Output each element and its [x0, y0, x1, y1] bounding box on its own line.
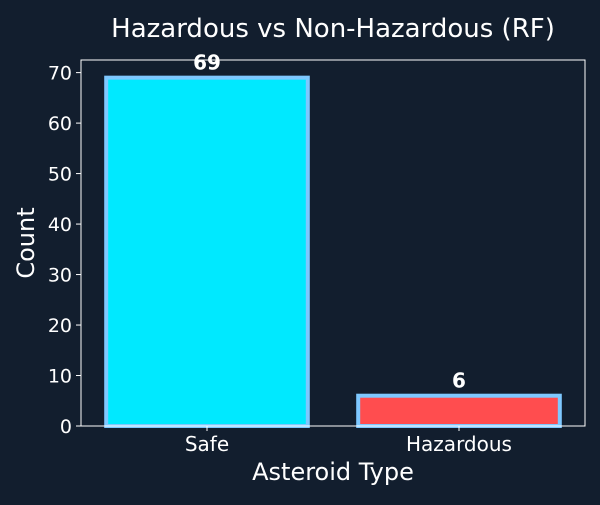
y-tick-label: 20	[48, 315, 72, 337]
data-label-safe: 69	[193, 51, 221, 75]
bars-layer	[104, 75, 562, 429]
x-axis-ticks: Safe Hazardous	[185, 426, 512, 456]
y-axis-label: Count	[12, 207, 40, 278]
bar-hazardous	[356, 393, 562, 429]
x-tick-label-safe: Safe	[185, 432, 229, 456]
y-axis-ticks: 0 10 20 30 40 50 60 70	[48, 63, 81, 438]
bar-safe	[104, 75, 310, 428]
data-labels-layer: 69 6	[193, 51, 466, 393]
y-tick-label: 30	[48, 265, 72, 287]
chart-title: Hazardous vs Non-Hazardous (RF)	[111, 14, 555, 44]
y-tick-label: 50	[48, 164, 72, 186]
y-tick-label: 70	[48, 63, 72, 85]
y-tick-label: 10	[48, 366, 72, 388]
y-tick-label: 40	[48, 214, 72, 236]
plot-frame	[80, 59, 586, 427]
y-tick-label: 60	[48, 113, 72, 135]
x-axis-label: Asteroid Type	[252, 458, 414, 486]
y-tick-label: 0	[60, 416, 72, 438]
data-label-hazardous: 6	[452, 369, 466, 393]
x-tick-label-hazardous: Hazardous	[406, 432, 512, 456]
